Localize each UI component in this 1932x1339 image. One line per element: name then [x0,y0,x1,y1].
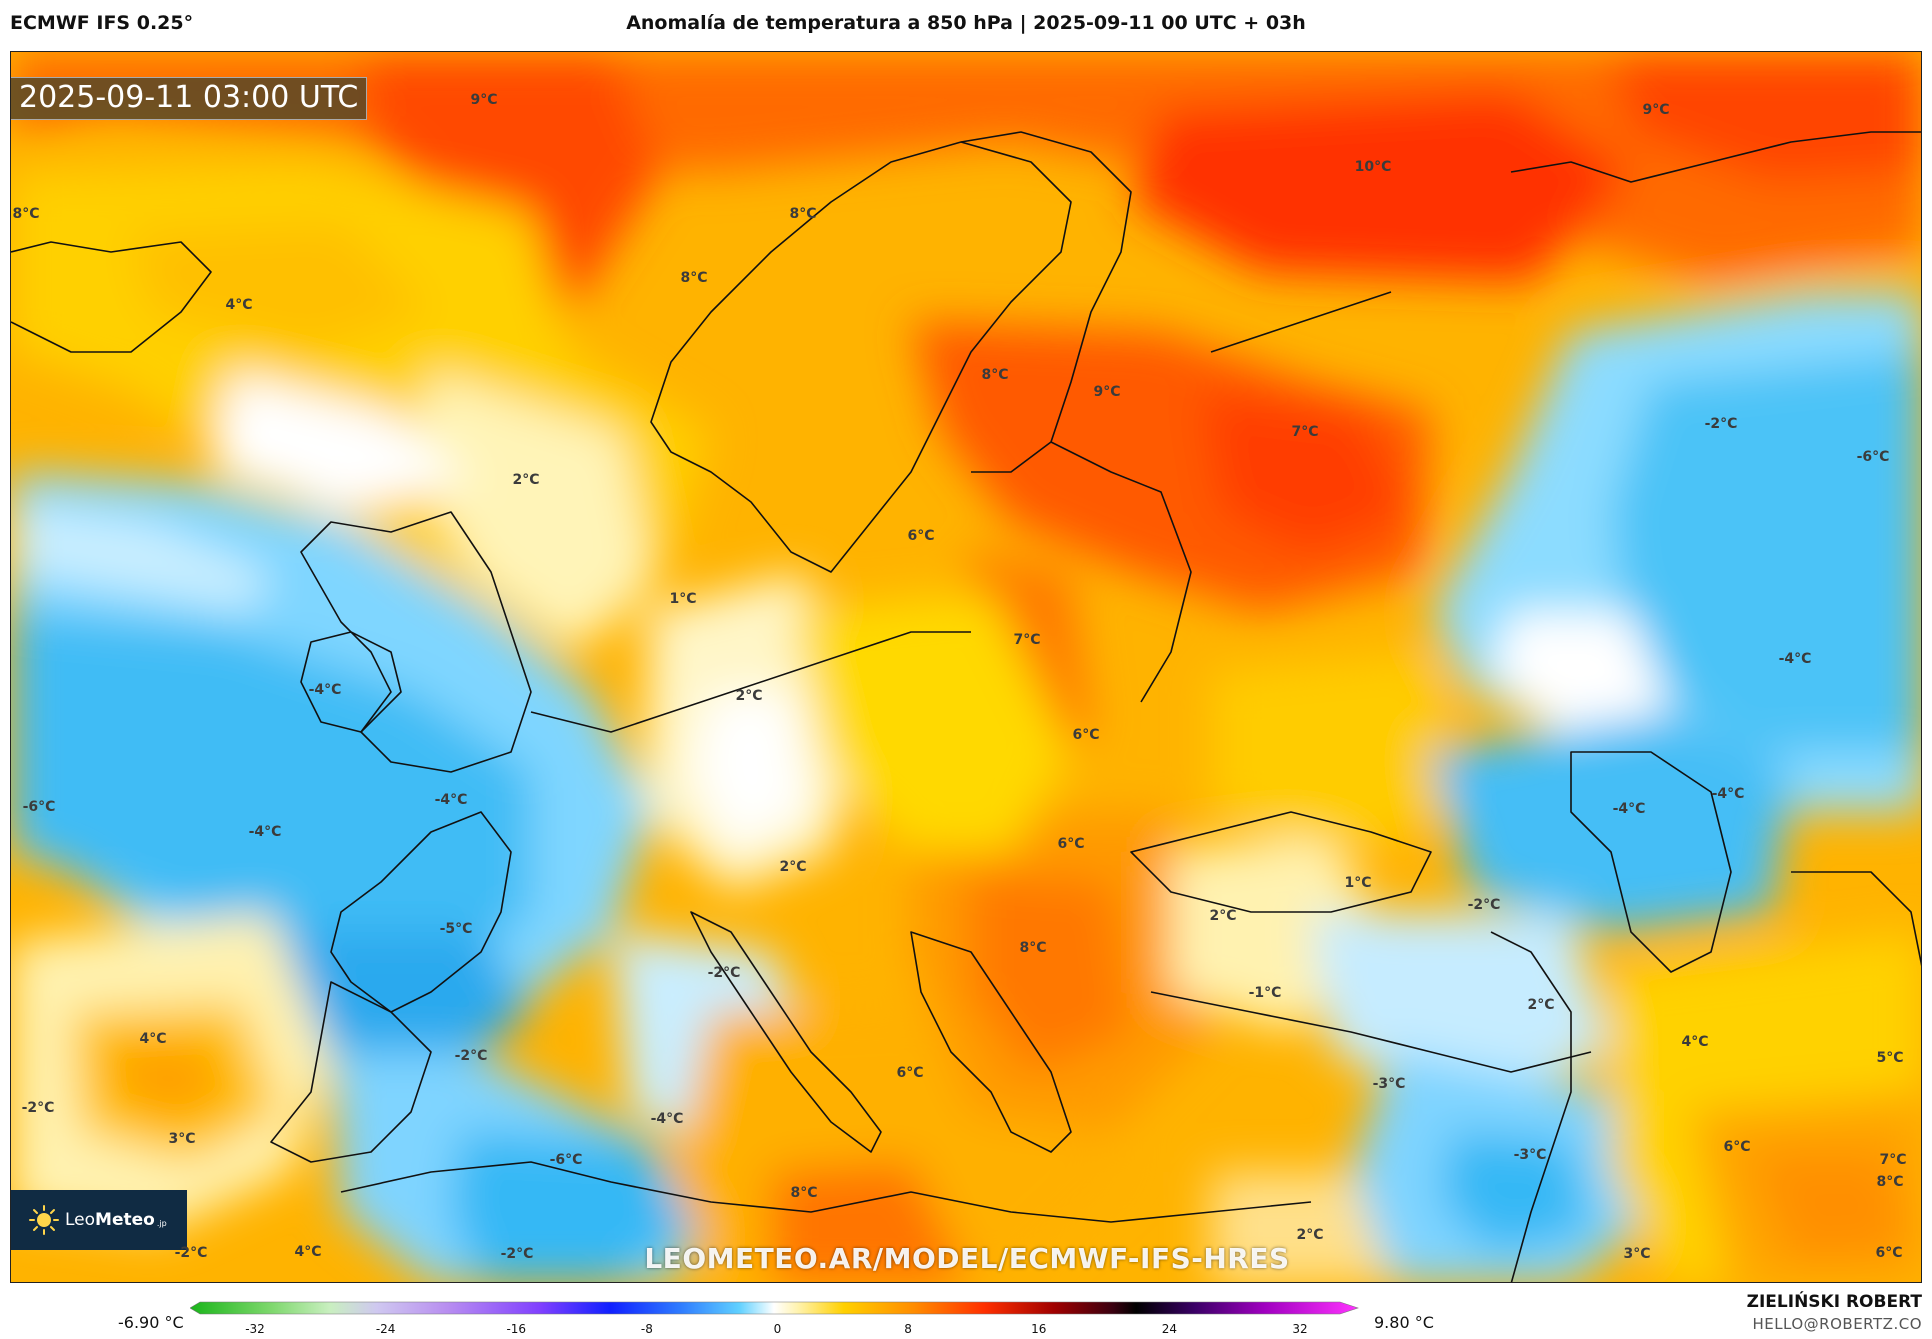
temp-label: 2°C [512,472,540,488]
logo-brand-bold: Meteo [95,1210,155,1230]
timestamp-badge: 2025-09-11 03:00 UTC [11,77,368,120]
colorbar-tick: -32 [245,1322,265,1336]
temp-label: -4°C [308,682,342,698]
temp-label: -6°C [22,799,56,815]
temp-label: 8°C [981,367,1009,383]
colorbar-tick: -8 [640,1322,653,1336]
colorbar-max-label: 9.80 °C [1374,1313,1434,1332]
temp-label: 4°C [294,1244,322,1260]
temp-label: 9°C [1642,102,1670,118]
colorbar-min-label: -6.90 °C [118,1313,184,1332]
temp-label: 2°C [735,688,763,704]
temp-label: -4°C [650,1111,684,1127]
colorbar-tick: 24 [1161,1322,1178,1336]
temp-label: -1°C [1248,985,1282,1001]
watermark-url: LEOMETEO.AR/MODEL/ECMWF-IFS-HRES [644,1242,1290,1275]
temp-label: 7°C [1879,1152,1907,1168]
temp-label: 6°C [1875,1245,1903,1261]
temp-label: -2°C [500,1246,534,1262]
temp-label: 3°C [1623,1246,1651,1262]
temp-label: 8°C [1019,940,1047,956]
model-name: ECMWF IFS 0.25° [10,12,194,34]
colorbar [190,1301,1359,1315]
temp-label: -2°C [21,1100,55,1116]
sun-icon [29,1205,59,1235]
temp-label: 4°C [139,1031,167,1047]
temp-label: -6°C [1856,449,1890,465]
author-email[interactable]: HELLO@ROBERTZ.CO [1752,1315,1922,1333]
map-field [11,52,1921,1282]
colorbar-tick: -16 [506,1322,527,1336]
leometeo-logo[interactable]: Leo Meteo .jp [11,1190,187,1250]
colorbar-tick: 32 [1292,1322,1308,1336]
temp-label: -2°C [174,1245,208,1261]
temp-label: -4°C [248,824,282,840]
author-name: ZIELIŃSKI ROBERT [1746,1292,1922,1312]
temp-label: 9°C [470,92,498,108]
temp-label: 6°C [1057,836,1085,852]
temp-label: 8°C [12,206,40,222]
temp-label: 6°C [1723,1139,1751,1155]
temp-label: 10°C [1354,159,1392,175]
temp-label: -3°C [1372,1076,1406,1092]
temp-label: 1°C [1344,875,1372,891]
temp-label: 6°C [907,528,935,544]
temp-label: -6°C [549,1152,583,1168]
temp-label: 2°C [779,859,807,875]
temp-label: 7°C [1013,632,1041,648]
map-title: Anomalía de temperatura a 850 hPa | 2025… [626,12,1306,34]
temp-label: 8°C [790,1185,818,1201]
temp-label: 8°C [680,270,708,286]
temp-label: -2°C [707,965,741,981]
temp-label: 2°C [1527,997,1555,1013]
temp-label: -2°C [1467,897,1501,913]
temp-label: 8°C [1876,1174,1904,1190]
temp-label: 6°C [1072,727,1100,743]
logo-suffix: .jp [156,1218,167,1228]
temp-label: -2°C [454,1048,488,1064]
temp-label: -2°C [1704,416,1738,432]
temp-label: 2°C [1209,908,1237,924]
temp-label: -5°C [439,921,473,937]
temp-label: -4°C [1711,786,1745,802]
logo-brand-light: Leo [65,1210,96,1230]
temp-label: 3°C [168,1131,196,1147]
temp-label: -4°C [1612,801,1646,817]
temperature-anomaly-map[interactable]: 2025-09-11 03:00 UTC Leo Meteo .jp LEOMETE… [10,51,1922,1283]
colorbar-tick: -24 [375,1322,396,1336]
temp-label: -3°C [1513,1147,1547,1163]
temp-label: 9°C [1093,384,1121,400]
temp-label: -4°C [1778,651,1812,667]
temp-label: 2°C [1296,1227,1324,1243]
temp-label: 1°C [669,591,697,607]
temp-label: 4°C [1681,1034,1709,1050]
temp-label: -4°C [434,792,468,808]
temp-label: 7°C [1291,424,1319,440]
temp-label: 4°C [225,297,253,313]
colorbar-tick: 16 [1031,1322,1047,1336]
temp-label: 6°C [896,1065,924,1081]
temp-label: 5°C [1876,1050,1904,1066]
colorbar-tick: 0 [773,1322,782,1336]
temp-label: 8°C [789,206,817,222]
colorbar-tick: 8 [904,1322,912,1336]
